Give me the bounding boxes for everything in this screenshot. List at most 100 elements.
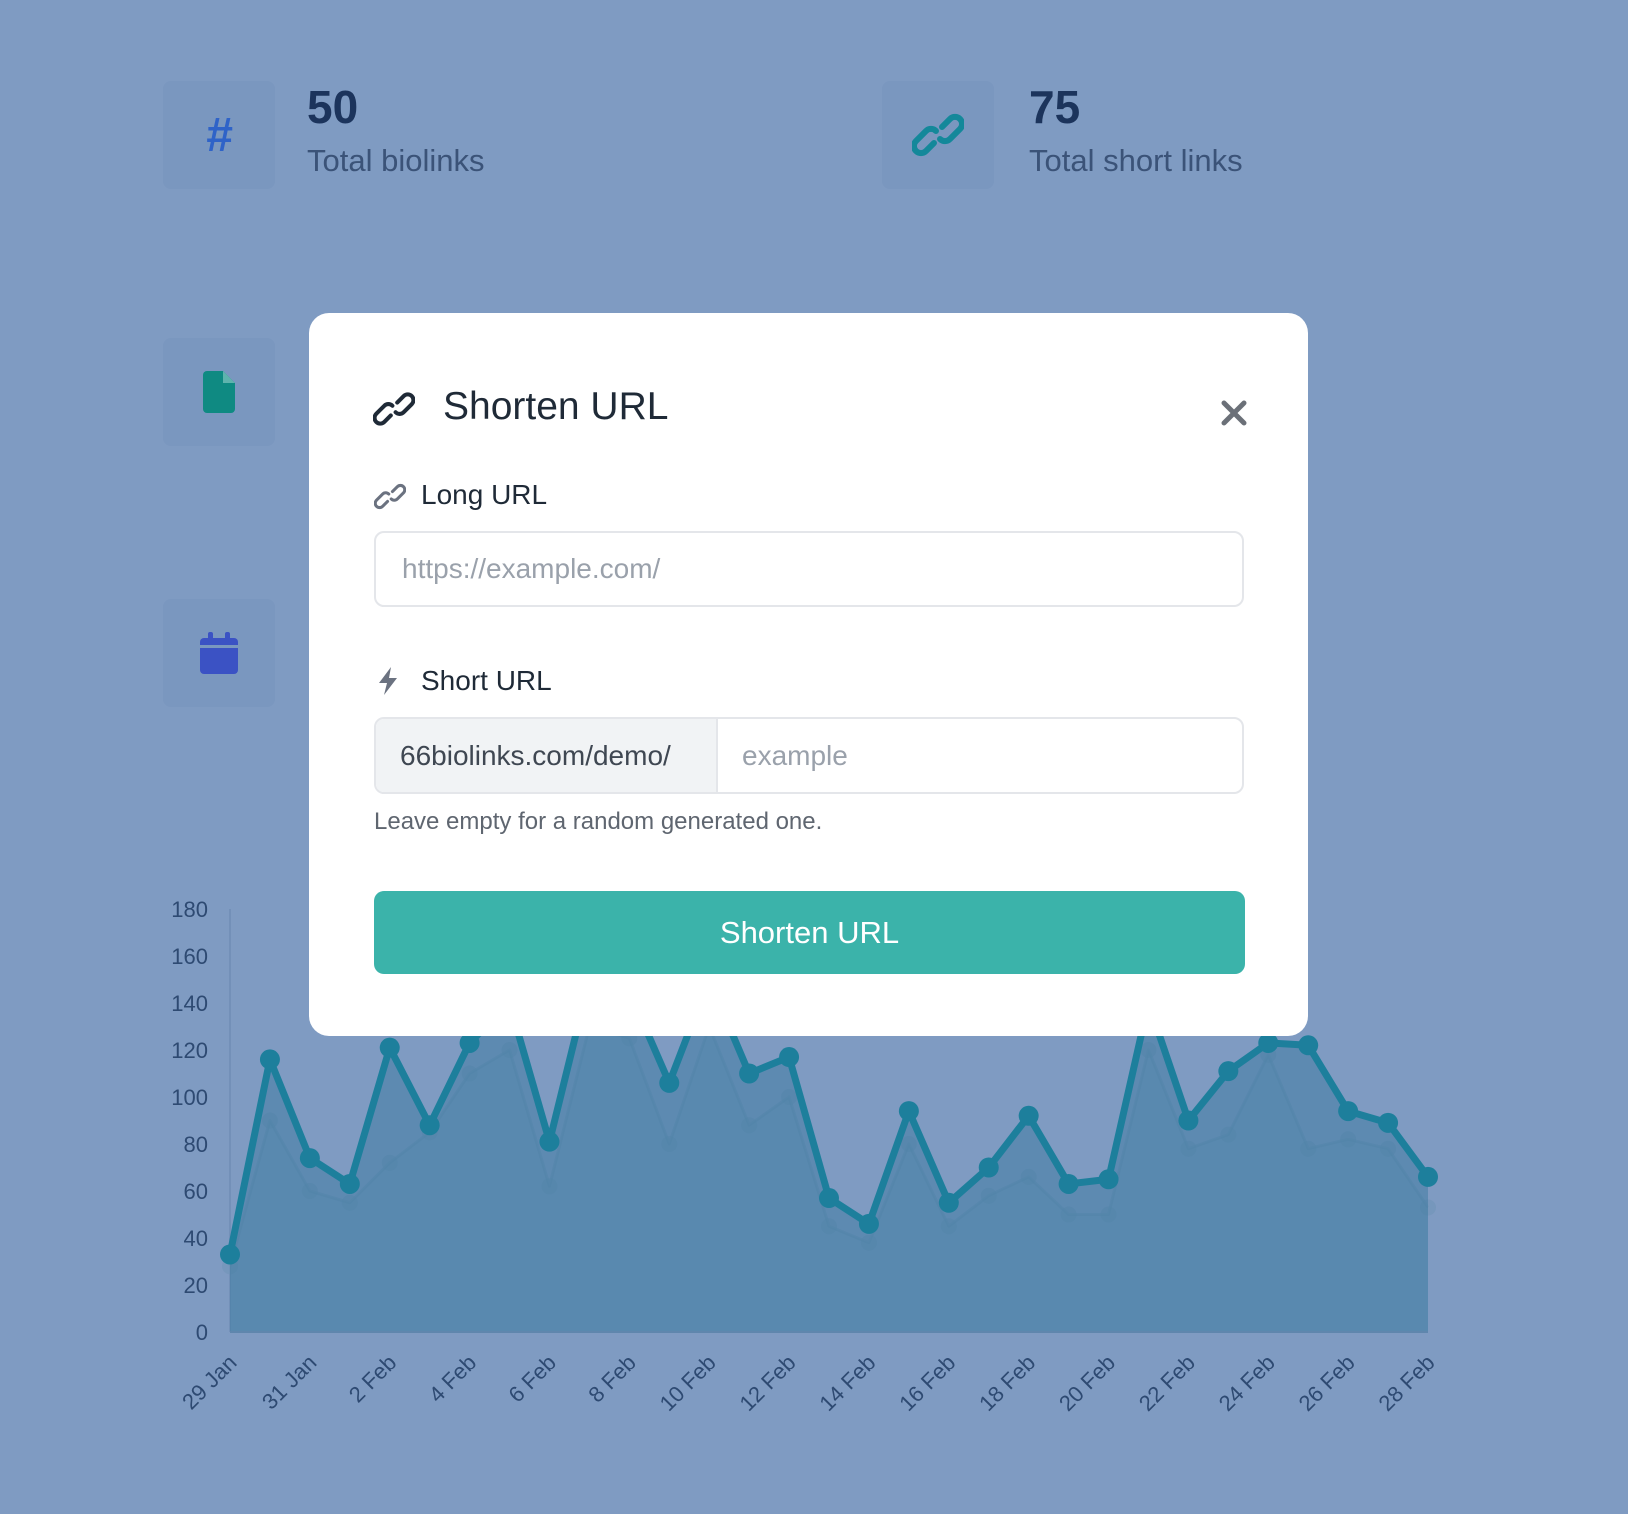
close-icon[interactable] bbox=[1214, 393, 1254, 433]
data-point bbox=[659, 1072, 680, 1093]
y-tick-label: 60 bbox=[184, 1179, 208, 1204]
data-point bbox=[1100, 1206, 1117, 1223]
stat-label-biolinks: Total biolinks bbox=[307, 143, 485, 178]
data-point bbox=[900, 1136, 917, 1152]
modal-title: Shorten URL bbox=[443, 385, 669, 428]
long-url-input[interactable]: https://example.com/ bbox=[374, 531, 1244, 607]
x-tick-label: 20 Feb bbox=[1054, 1350, 1120, 1416]
data-point bbox=[220, 1244, 240, 1265]
data-point bbox=[1140, 1042, 1157, 1058]
data-point bbox=[1178, 1110, 1199, 1131]
y-tick-label: 100 bbox=[171, 1085, 208, 1110]
y-tick-label: 120 bbox=[171, 1038, 208, 1063]
stat-value-biolinks: 50 bbox=[307, 81, 359, 133]
data-point bbox=[339, 1173, 360, 1194]
short-url-input[interactable]: example bbox=[742, 739, 848, 771]
stat-icon-box bbox=[163, 599, 275, 707]
short-url-label: Short URL bbox=[421, 665, 552, 696]
x-tick-label: 2 Feb bbox=[344, 1350, 401, 1407]
data-point bbox=[1180, 1140, 1197, 1157]
data-point bbox=[1420, 1199, 1436, 1216]
data-point bbox=[898, 1101, 919, 1122]
hash-icon: # bbox=[205, 108, 233, 162]
file-icon bbox=[203, 371, 235, 413]
data-point bbox=[1338, 1101, 1359, 1122]
data-point bbox=[1300, 1140, 1317, 1157]
data-point bbox=[940, 1218, 957, 1235]
x-tick-label: 10 Feb bbox=[655, 1350, 721, 1416]
data-point bbox=[781, 1089, 798, 1105]
x-tick-label: 8 Feb bbox=[583, 1350, 640, 1407]
data-point bbox=[980, 1187, 997, 1204]
data-point bbox=[1098, 1169, 1119, 1190]
stat-value-short-links: 75 bbox=[1029, 81, 1081, 133]
data-point bbox=[661, 1136, 678, 1152]
data-point bbox=[1060, 1206, 1077, 1223]
data-point bbox=[819, 1188, 839, 1209]
x-tick-label: 16 Feb bbox=[894, 1350, 960, 1416]
y-tick-label: 0 bbox=[196, 1320, 208, 1345]
data-point bbox=[1380, 1140, 1397, 1157]
data-point bbox=[779, 1047, 800, 1068]
data-point bbox=[1018, 1105, 1039, 1126]
data-point bbox=[299, 1148, 320, 1169]
x-tick-label: 22 Feb bbox=[1134, 1350, 1200, 1416]
data-point bbox=[501, 1042, 518, 1058]
data-point bbox=[1220, 1126, 1237, 1143]
data-point bbox=[379, 1037, 400, 1058]
link-icon bbox=[374, 483, 406, 510]
stat-icon-box: # bbox=[163, 81, 275, 189]
stat-icon-box bbox=[163, 338, 275, 446]
data-point bbox=[821, 1218, 837, 1235]
calendar-icon bbox=[200, 632, 238, 674]
y-tick-label: 20 bbox=[184, 1273, 208, 1298]
stat-icon-box bbox=[882, 81, 994, 189]
data-point bbox=[419, 1115, 440, 1136]
shorten-url-button[interactable]: Shorten URL bbox=[374, 891, 1245, 974]
y-tick-label: 180 bbox=[171, 897, 208, 922]
long-url-label: Long URL bbox=[421, 479, 548, 510]
data-point bbox=[1340, 1131, 1357, 1148]
data-point bbox=[261, 1112, 278, 1129]
data-point bbox=[1418, 1166, 1438, 1187]
data-point bbox=[1378, 1112, 1399, 1133]
data-point bbox=[461, 1065, 478, 1082]
data-point bbox=[1258, 1032, 1279, 1053]
stat-label-short-links: Total short links bbox=[1029, 143, 1243, 178]
shorten-url-modal: Shorten URL Long URL https://example.com… bbox=[309, 313, 1308, 1036]
y-tick-label: 40 bbox=[184, 1226, 208, 1251]
data-point bbox=[739, 1063, 760, 1084]
data-point bbox=[541, 1178, 558, 1195]
data-point bbox=[1020, 1168, 1037, 1185]
data-point bbox=[858, 1213, 879, 1234]
data-point bbox=[381, 1154, 398, 1171]
x-tick-label: 14 Feb bbox=[814, 1350, 880, 1416]
series-area-1 bbox=[230, 1026, 1428, 1332]
y-tick-label: 140 bbox=[171, 991, 208, 1016]
x-tick-label: 24 Feb bbox=[1214, 1350, 1280, 1416]
data-point bbox=[539, 1131, 560, 1152]
x-tick-label: 26 Feb bbox=[1294, 1350, 1360, 1416]
data-point bbox=[978, 1157, 999, 1178]
short-url-prefix: 66biolinks.com/demo/ bbox=[376, 719, 718, 792]
data-point bbox=[301, 1183, 318, 1199]
data-point bbox=[860, 1234, 877, 1251]
bolt-icon bbox=[379, 667, 397, 695]
series-area-0 bbox=[230, 979, 1428, 1332]
x-tick-label: 28 Feb bbox=[1373, 1350, 1439, 1416]
short-url-help-text: Leave empty for a random generated one. bbox=[374, 808, 823, 835]
link-icon bbox=[373, 392, 415, 426]
data-point bbox=[1058, 1173, 1079, 1194]
link-icon bbox=[912, 113, 964, 157]
data-point bbox=[938, 1192, 959, 1213]
data-point bbox=[1218, 1061, 1239, 1082]
data-point bbox=[459, 1032, 480, 1053]
x-tick-label: 6 Feb bbox=[504, 1350, 561, 1407]
x-tick-label: 4 Feb bbox=[424, 1350, 481, 1407]
x-tick-label: 31 Jan bbox=[257, 1350, 321, 1414]
x-tick-label: 18 Feb bbox=[974, 1350, 1040, 1416]
short-url-input-group: 66biolinks.com/demo/ example bbox=[374, 717, 1244, 794]
data-point bbox=[1298, 1035, 1319, 1056]
data-point bbox=[741, 1117, 758, 1134]
x-tick-label: 29 Jan bbox=[177, 1350, 241, 1414]
